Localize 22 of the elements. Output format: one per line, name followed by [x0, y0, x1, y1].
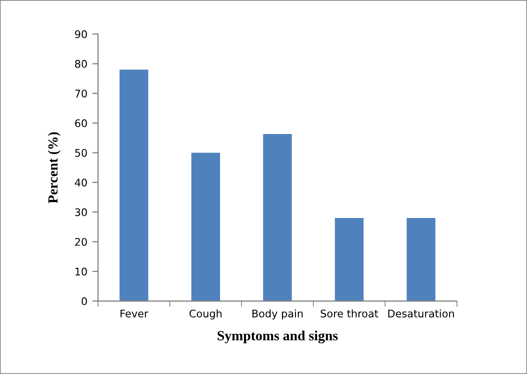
y-tick-label: 60 [75, 119, 87, 128]
x-tick-label: Desaturation [388, 309, 454, 318]
x-tick-label: Fever [120, 310, 148, 318]
bar [406, 218, 436, 302]
y-tick-label: 70 [75, 90, 87, 98]
y-tick-label: 0 [82, 297, 87, 306]
x-tick-label: Cough [190, 309, 222, 320]
bar [263, 134, 292, 302]
y-tick-label: 10 [75, 268, 87, 276]
y-tick-label: 20 [75, 238, 87, 246]
y-tick-label: 40 [74, 178, 87, 186]
y-axis-title: Percent (%) [48, 132, 60, 204]
y-tick-label: 90 [75, 30, 87, 38]
x-tick-label: Sore throat [320, 309, 378, 318]
bar [120, 70, 148, 302]
x-axis-title: Symptoms and signs [218, 330, 338, 344]
bar [334, 218, 364, 302]
bar [191, 152, 220, 302]
y-tick-label: 80 [75, 60, 87, 68]
y-tick-label: 50 [75, 148, 87, 157]
y-tick-label: 30 [75, 208, 87, 216]
x-tick-label: Body pain [252, 309, 303, 320]
